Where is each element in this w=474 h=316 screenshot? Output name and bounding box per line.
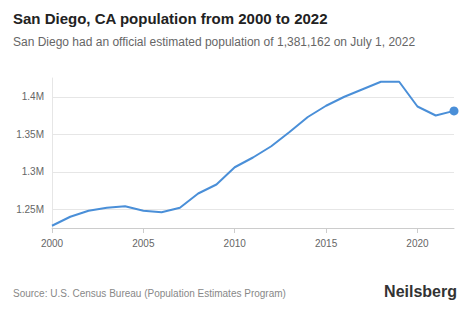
svg-text:2000: 2000: [41, 238, 64, 249]
svg-text:2005: 2005: [132, 238, 155, 249]
svg-text:Source: U.S. Census Bureau (Po: Source: U.S. Census Bureau (Population E…: [13, 288, 286, 299]
svg-text:2010: 2010: [224, 238, 247, 249]
svg-text:1.4M: 1.4M: [22, 91, 44, 102]
svg-text:San Diego had an official esti: San Diego had an official estimated popu…: [13, 35, 415, 49]
svg-text:2020: 2020: [406, 238, 429, 249]
svg-text:1.35M: 1.35M: [16, 129, 44, 140]
svg-text:San Diego, CA population from: San Diego, CA population from 2000 to 20…: [13, 10, 328, 27]
svg-text:1.3M: 1.3M: [22, 166, 44, 177]
svg-text:2015: 2015: [315, 238, 338, 249]
svg-text:1.25M: 1.25M: [16, 204, 44, 215]
svg-text:Neilsberg: Neilsberg: [384, 283, 457, 300]
